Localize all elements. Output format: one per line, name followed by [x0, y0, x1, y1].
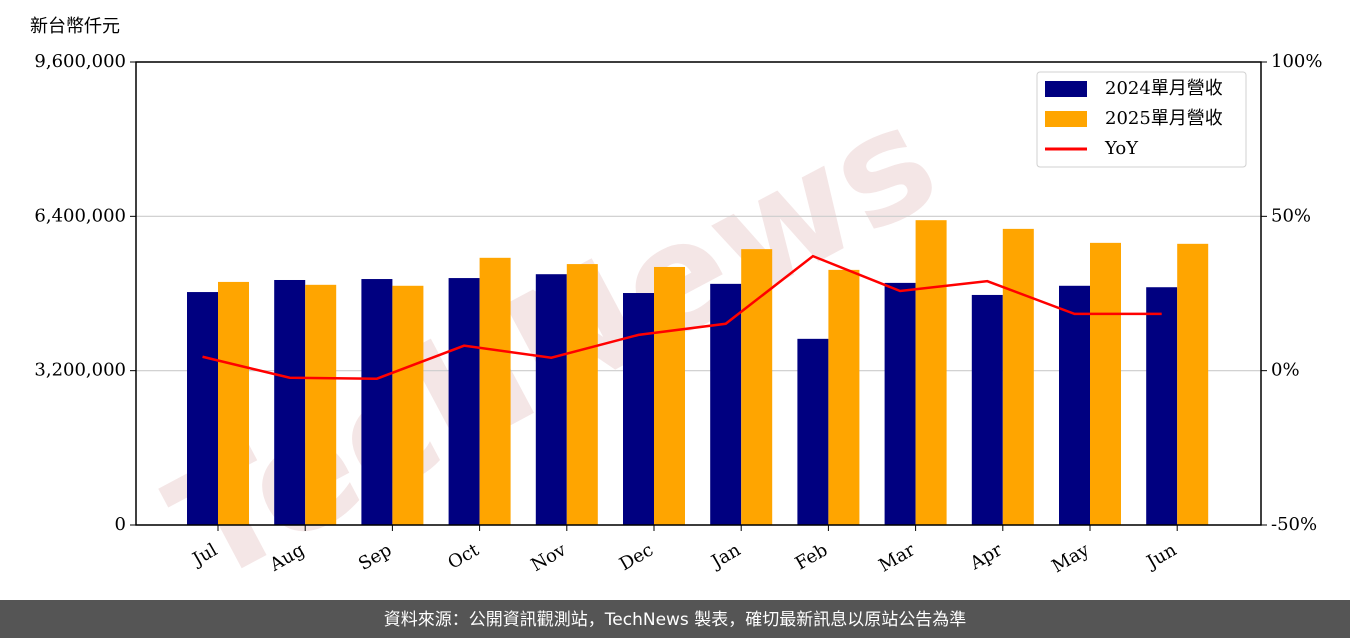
- x-tick-label: Mar: [875, 539, 919, 576]
- x-tick-label: Dec: [616, 539, 657, 575]
- x-tick-label: Oct: [444, 539, 483, 574]
- footer-bar: [0, 600, 1350, 638]
- y-tick-label: 0: [115, 514, 126, 535]
- y-tick-label: 6,400,000: [34, 205, 126, 226]
- bar: [305, 284, 337, 525]
- x-tick-label: Jun: [1142, 539, 1181, 574]
- y-axis-label: 新台幣仟元: [30, 16, 120, 37]
- y2-tick-label: 100%: [1271, 51, 1322, 72]
- bar: [1002, 228, 1034, 525]
- bar: [218, 281, 249, 525]
- x-tick-label: Feb: [792, 539, 832, 574]
- x-tick-label: Apr: [966, 539, 1006, 574]
- bar: [971, 294, 1003, 525]
- x-tick-label: Jan: [706, 539, 744, 573]
- bar: [915, 220, 947, 526]
- line: [202, 254, 1162, 380]
- y2-tick-label: 50%: [1271, 205, 1311, 226]
- y2-tick-label: 0%: [1271, 360, 1300, 381]
- bar: [1146, 287, 1178, 525]
- bar: [1177, 243, 1209, 525]
- bar: [1090, 242, 1121, 525]
- bar: [623, 293, 654, 525]
- x-tick-label: May: [1048, 539, 1093, 577]
- x-tick-label: Nov: [527, 539, 570, 576]
- bar: [710, 283, 742, 525]
- bar: [448, 278, 480, 525]
- footer: 資料來源：公開資訊觀測站，TechNews 製表，確切最新訊息以原站公告為準: [384, 610, 966, 630]
- y-tick-label: 9,600,000: [34, 51, 126, 72]
- bar: [187, 292, 218, 525]
- legend-box: [1036, 71, 1247, 168]
- bar: [392, 285, 424, 525]
- bar: [535, 274, 567, 525]
- bar: [1059, 285, 1090, 525]
- legend-swatch: [1045, 111, 1087, 127]
- bar: [274, 279, 306, 525]
- legend-swatch: [1045, 81, 1087, 97]
- legend-label: YoY: [1104, 138, 1139, 159]
- y-tick-label: 3,200,000: [34, 360, 126, 381]
- y2-tick-label: -50%: [1271, 514, 1317, 535]
- bar: [884, 282, 916, 525]
- bar: [654, 266, 685, 525]
- legend-label: 2025單月營收: [1105, 108, 1223, 129]
- bar: [828, 269, 860, 525]
- bar: [361, 279, 393, 525]
- bar: [479, 257, 511, 525]
- legend-label: 2024單月營收: [1105, 78, 1223, 99]
- bar: [741, 249, 773, 526]
- bar: [566, 264, 598, 525]
- plot-frame: [135, 61, 1262, 526]
- bar: [797, 338, 829, 525]
